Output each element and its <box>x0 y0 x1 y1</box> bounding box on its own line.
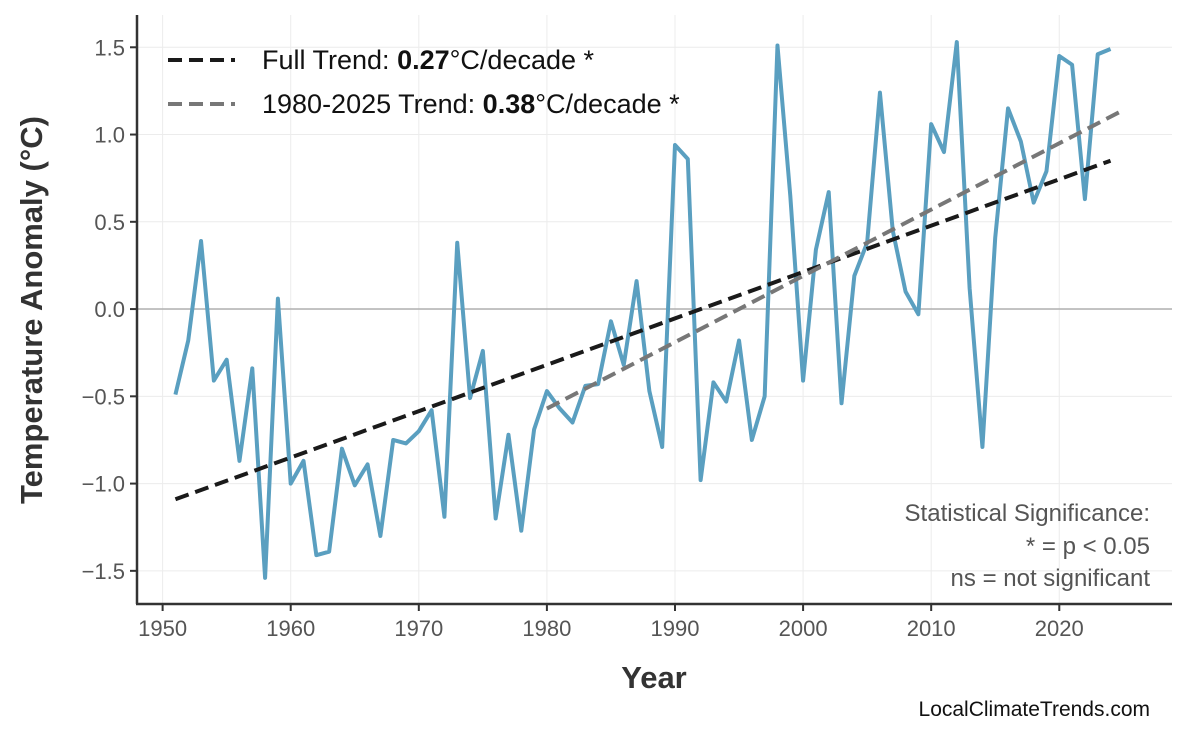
y-tick-label: 1.5 <box>94 35 125 60</box>
full-trend-line <box>174 158 1112 502</box>
source-credit: LocalClimateTrends.com <box>919 698 1150 721</box>
y-tick-label: 0.0 <box>94 297 125 322</box>
recent-trend-line <box>545 108 1125 411</box>
x-tick-label: 1960 <box>266 616 315 641</box>
y-tick-label: −1.0 <box>82 472 125 497</box>
x-tick-label: 2010 <box>907 616 956 641</box>
y-tick-label: 1.0 <box>94 123 125 148</box>
x-axis-label: Year <box>621 660 687 695</box>
x-tick-label: 2020 <box>1035 616 1084 641</box>
significance-note-star: * = p < 0.05 <box>1026 533 1150 560</box>
significance-note-ns: ns = not significant <box>951 565 1151 592</box>
x-tick-label: 2000 <box>779 616 828 641</box>
significance-note-title: Statistical Significance: <box>905 500 1150 527</box>
legend-label-full-trend: Full Trend: 0.27°C/decade * <box>262 45 595 75</box>
legend-label-1980-trend: 1980-2025 Trend: 0.38°C/decade * <box>262 89 680 119</box>
y-tick-label: −1.5 <box>82 559 125 584</box>
legend: Full Trend: 0.27°C/decade * 1980-2025 Tr… <box>168 45 680 119</box>
anomaly-series-line <box>173 40 1112 580</box>
y-axis-label: Temperature Anomaly (°C) <box>14 116 49 504</box>
x-tick-label: 1990 <box>651 616 700 641</box>
y-tick-label: −0.5 <box>82 384 125 409</box>
x-tick-label: 1980 <box>522 616 571 641</box>
x-tick-label: 1970 <box>394 616 443 641</box>
y-tick-label: 0.5 <box>94 210 125 235</box>
x-tick-label: 1950 <box>138 616 187 641</box>
